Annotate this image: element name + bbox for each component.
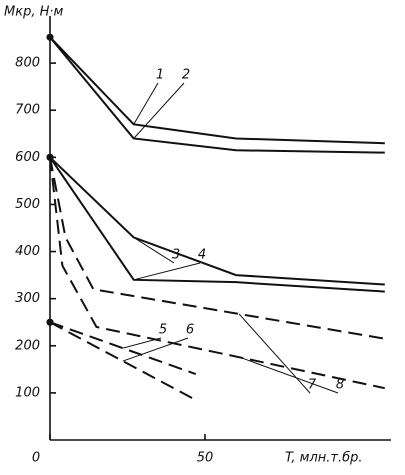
y-tick-label: 800	[15, 56, 40, 71]
x-axis-label: T, млн.т.бр.	[285, 451, 363, 466]
y-tick-label: 600	[15, 150, 40, 165]
leader-line	[133, 262, 201, 281]
y-tick-label: 400	[15, 244, 40, 259]
y-axis-label: Mкр, Н·м	[4, 5, 63, 20]
series-line	[49, 321, 197, 401]
series-line	[49, 157, 386, 390]
series-line	[49, 321, 197, 375]
y-tick-label: 200	[15, 338, 40, 353]
leader-line	[238, 313, 311, 394]
leader-line	[240, 357, 339, 394]
series-line	[49, 156, 385, 286]
leader-line	[133, 237, 175, 264]
y-tick-label: 300	[15, 291, 40, 306]
series-label: 7	[308, 378, 317, 393]
series-label: 6	[186, 323, 194, 338]
series-label: 3	[172, 248, 180, 263]
series-line	[49, 157, 385, 340]
leader-line	[122, 337, 189, 362]
series-label: 5	[159, 323, 167, 338]
start-point	[46, 318, 54, 326]
x-tick-label: 50	[197, 451, 214, 466]
y-tick-label: 100	[15, 385, 40, 400]
series-label: 1	[156, 68, 164, 83]
series-line	[49, 156, 385, 293]
series-label: 8	[336, 378, 344, 393]
leader-line	[133, 82, 159, 125]
x-tick-label: 0	[32, 451, 40, 466]
series-label: 4	[198, 248, 206, 263]
start-point	[46, 33, 54, 41]
leader-line	[133, 82, 185, 139]
start-point	[46, 153, 54, 161]
y-tick-label: 500	[15, 197, 40, 212]
series-line	[49, 36, 385, 145]
series-line	[49, 36, 385, 154]
series-label: 2	[182, 68, 190, 83]
y-tick-label: 700	[15, 103, 40, 118]
